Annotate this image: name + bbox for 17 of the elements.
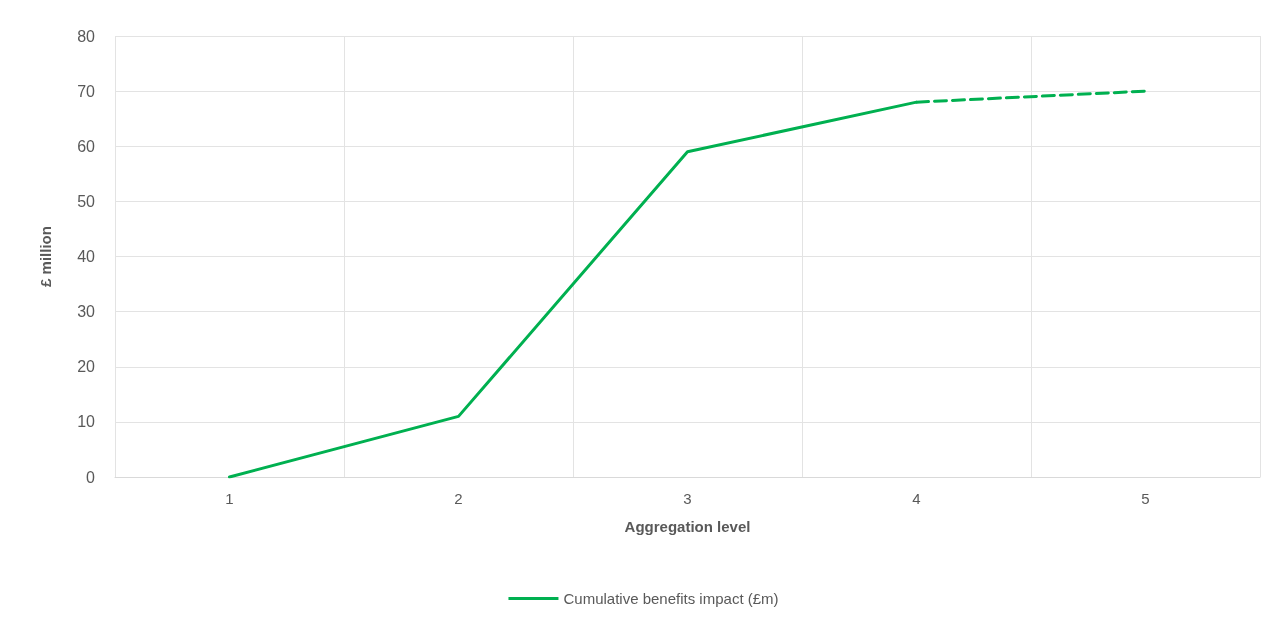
y-tick-label: 60 xyxy=(77,137,96,155)
x-tick-label: 2 xyxy=(454,490,463,507)
y-tick-label: 20 xyxy=(77,358,96,376)
x-tick-label: 5 xyxy=(1141,490,1150,507)
x-tick-label: 1 xyxy=(225,490,234,507)
y-tick-label: 30 xyxy=(77,303,96,321)
y-tick-label: 0 xyxy=(86,468,96,486)
x-tick-label: 4 xyxy=(912,490,921,507)
y-tick-label: 80 xyxy=(77,27,96,45)
legend-label: Cumulative benefits impact (£m) xyxy=(563,590,779,607)
y-axis-title: £ million xyxy=(37,226,54,287)
y-tick-label: 40 xyxy=(77,248,96,265)
y-tick-label: 10 xyxy=(77,413,96,431)
x-axis-title: Aggregation level xyxy=(624,518,751,535)
y-tick-label: 70 xyxy=(77,82,96,100)
y-tick-label: 50 xyxy=(77,192,96,210)
x-tick-label: 3 xyxy=(683,490,692,507)
